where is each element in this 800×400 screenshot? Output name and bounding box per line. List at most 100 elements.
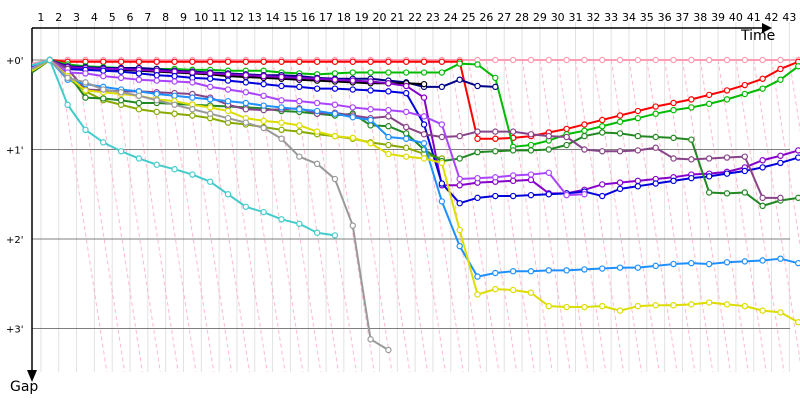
leader-reference-line	[699, 59, 749, 373]
data-point	[705, 189, 713, 196]
data-point	[688, 104, 695, 111]
data-point	[117, 89, 125, 96]
data-point	[705, 173, 713, 180]
data-point	[420, 69, 428, 76]
data-point	[795, 194, 800, 202]
data-point	[599, 116, 606, 124]
data-point	[313, 85, 321, 92]
leader-reference-line	[503, 59, 553, 373]
leader-reference-line	[539, 59, 589, 373]
data-point	[634, 302, 642, 310]
data-point	[492, 128, 499, 135]
data-point	[492, 83, 499, 91]
data-point	[456, 182, 463, 189]
lap-label: 9	[180, 11, 187, 24]
data-point	[616, 112, 624, 119]
data-point	[545, 191, 552, 198]
data-point	[634, 177, 642, 185]
lap-label: 3	[73, 11, 80, 24]
data-point	[260, 208, 267, 216]
data-point	[385, 88, 392, 95]
lap-label: 8	[162, 11, 169, 24]
data-point	[599, 56, 606, 64]
data-point	[224, 114, 232, 122]
data-point	[206, 70, 214, 77]
data-point	[206, 178, 214, 185]
lap-label: 29	[533, 11, 547, 24]
data-point	[474, 128, 481, 135]
data-point	[135, 92, 143, 100]
data-point	[206, 83, 214, 91]
data-point	[474, 174, 481, 182]
data-point	[403, 89, 410, 97]
data-point	[206, 110, 214, 117]
y-axis-title: Gap	[10, 379, 38, 395]
data-point	[100, 58, 107, 65]
data-point	[438, 198, 446, 205]
lap-label: 37	[675, 11, 689, 24]
leader-reference-line	[147, 59, 197, 373]
data-point	[777, 309, 784, 316]
lap-label: 31	[569, 11, 583, 24]
data-point	[456, 155, 463, 162]
data-point	[509, 177, 517, 185]
lap-label: 36	[658, 11, 672, 24]
data-point	[759, 157, 766, 164]
data-point	[795, 63, 800, 70]
data-point	[385, 58, 392, 65]
data-point	[242, 203, 250, 210]
data-point	[64, 101, 71, 108]
data-point	[599, 302, 606, 310]
data-point	[545, 169, 552, 176]
data-point	[723, 301, 731, 308]
data-point	[117, 68, 125, 75]
data-point	[616, 264, 624, 271]
leader-reference-line	[468, 59, 518, 373]
data-point	[367, 58, 374, 65]
data-point	[670, 302, 677, 309]
lap-label: 21	[390, 11, 404, 24]
data-point	[135, 70, 143, 77]
data-point	[634, 107, 642, 115]
series-9	[31, 56, 784, 202]
data-point	[509, 192, 517, 200]
data-point	[82, 87, 89, 94]
data-point	[331, 175, 339, 183]
data-point	[117, 97, 125, 104]
data-point	[634, 56, 642, 64]
data-point	[349, 222, 356, 229]
series-14	[31, 56, 339, 239]
leader-reference-line	[521, 59, 571, 373]
lap-tick-labels: 1 2 3 4 5 6 7 8 9 10 11 12 13 14 15 16 17 18 19 20 21 22 23 24 2…	[37, 11, 796, 24]
data-point	[385, 80, 392, 87]
data-point	[581, 303, 588, 311]
data-point	[171, 58, 178, 65]
data-point	[260, 58, 267, 65]
lap-label: 43	[782, 11, 796, 24]
data-point	[599, 148, 606, 155]
series-line	[31, 59, 800, 324]
series-5	[31, 56, 800, 197]
axes	[27, 23, 772, 382]
gap-label: +3'	[6, 325, 24, 336]
data-point	[260, 102, 267, 109]
data-point	[420, 80, 428, 88]
lap-label: 10	[194, 11, 208, 24]
data-point	[153, 77, 160, 84]
data-point	[331, 101, 339, 108]
data-point	[82, 79, 89, 86]
data-point	[723, 96, 731, 103]
data-point	[349, 86, 356, 93]
data-point	[420, 113, 428, 120]
data-point	[616, 179, 624, 186]
lap-label: 15	[283, 11, 297, 24]
data-point	[581, 127, 588, 134]
data-point	[420, 121, 428, 128]
y-axis-arrow	[27, 370, 37, 382]
data-point	[509, 268, 517, 275]
data-point	[795, 154, 800, 161]
gap-label: +2'	[6, 235, 24, 246]
data-point	[670, 99, 677, 107]
data-point	[670, 155, 677, 162]
lap-label: 7	[144, 11, 151, 24]
